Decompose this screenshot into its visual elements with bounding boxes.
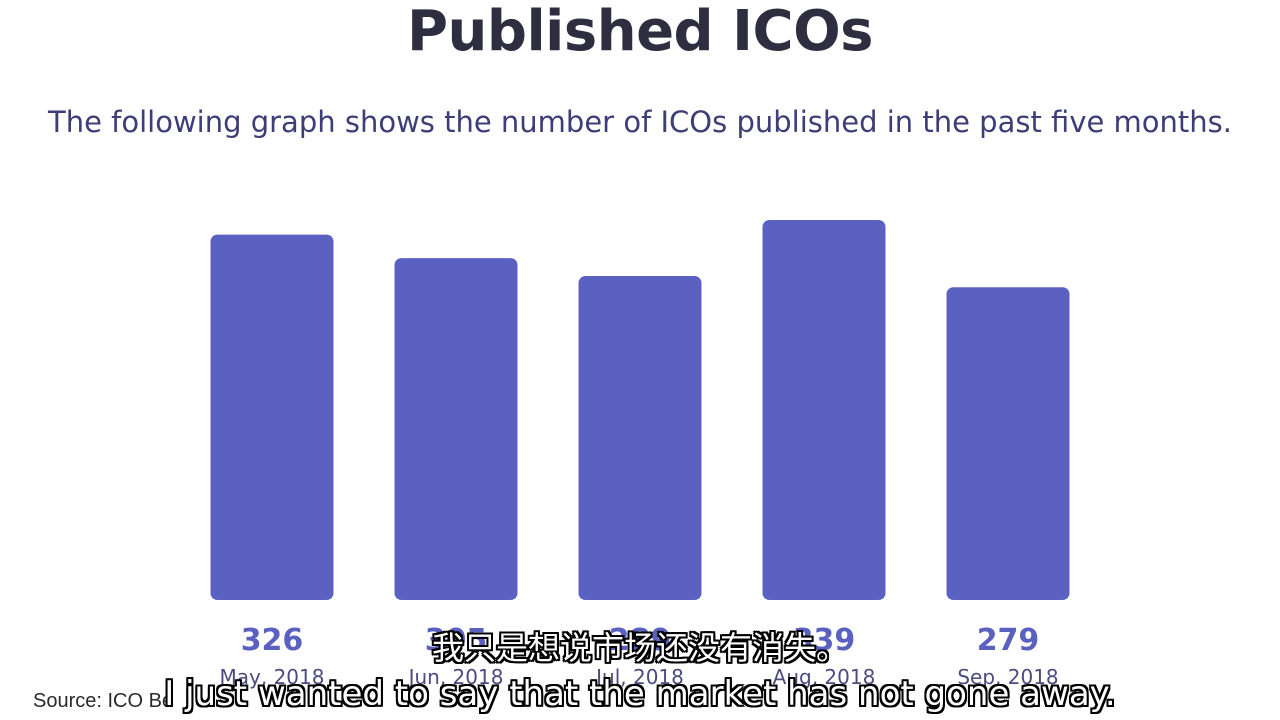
bar-5 bbox=[946, 287, 1070, 600]
chart-subtitle: The following graph shows the number of … bbox=[47, 105, 1232, 139]
category-label-2: Jun, 2018 bbox=[407, 665, 504, 689]
subtitle-caption-chinese: 我只是想说市场还没有消失。 bbox=[431, 629, 848, 667]
category-label-1: May, 2018 bbox=[220, 665, 325, 689]
source-note: Source: ICO Be bbox=[33, 690, 174, 712]
category-label-3: Jul, 2018 bbox=[594, 665, 684, 689]
subtitle-caption-english: I just wanted to say that the market has… bbox=[164, 674, 1116, 714]
category-label-4: Aug, 2018 bbox=[773, 665, 876, 689]
bar-3 bbox=[578, 276, 702, 600]
chart-title: Published ICOs bbox=[406, 0, 874, 64]
value-label-3: 289 bbox=[609, 623, 672, 658]
value-label-1: 326 bbox=[241, 623, 304, 658]
category-label-5: Sep, 2018 bbox=[957, 665, 1058, 689]
bar-4 bbox=[762, 220, 886, 600]
bar-2 bbox=[394, 258, 518, 600]
value-label-5: 279 bbox=[977, 623, 1040, 658]
value-label-2: 305 bbox=[425, 623, 488, 658]
value-label-4: 339 bbox=[793, 623, 856, 658]
bar-1 bbox=[210, 234, 334, 600]
